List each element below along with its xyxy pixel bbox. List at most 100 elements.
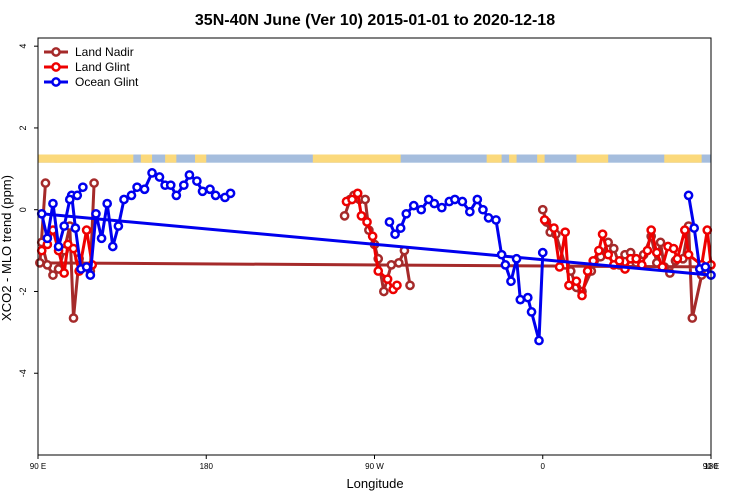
data-point — [35, 258, 45, 268]
data-point — [40, 178, 51, 188]
x-tick-label: 90 W — [365, 462, 384, 471]
data-point — [42, 260, 53, 270]
data-point — [571, 276, 582, 287]
series-ocean-glint — [36, 168, 716, 346]
land-segment — [537, 154, 545, 163]
data-point — [81, 262, 92, 272]
data-point — [64, 194, 75, 205]
series-layer — [35, 168, 716, 346]
data-point — [702, 225, 713, 235]
x-tick-label: 0 — [541, 462, 546, 471]
data-point — [378, 286, 389, 297]
data-point — [70, 223, 81, 233]
data-point — [53, 241, 64, 252]
data-point — [392, 280, 402, 291]
land-segment — [140, 154, 151, 163]
y-tick-label: 4 — [18, 44, 28, 49]
data-point — [472, 194, 483, 205]
data-point — [132, 182, 142, 193]
data-point — [119, 194, 129, 205]
data-point — [384, 217, 395, 227]
data-point — [646, 225, 657, 235]
data-point — [356, 210, 367, 221]
data-point — [687, 313, 698, 323]
data-point — [360, 194, 371, 205]
y-tick-label: 2 — [18, 125, 28, 130]
data-point — [147, 168, 157, 178]
data-point — [700, 262, 711, 272]
data-point — [560, 227, 571, 238]
x-tick-label: 90 E — [30, 462, 46, 471]
data-point — [395, 223, 406, 233]
data-point — [59, 221, 70, 231]
data-point — [184, 170, 195, 180]
data-point — [577, 290, 587, 301]
y-tick-label: 0 — [18, 207, 28, 212]
x-tick-label: 180 — [200, 462, 214, 471]
data-point — [614, 255, 625, 266]
series-line — [388, 198, 545, 342]
data-point — [78, 182, 88, 193]
y-tick-label: -4 — [18, 369, 28, 377]
data-point — [491, 215, 501, 225]
data-point — [72, 190, 83, 201]
data-point — [107, 241, 118, 252]
data-point — [36, 208, 47, 219]
data-point — [683, 190, 694, 201]
data-point — [68, 313, 79, 323]
y-axis-label: XCO2 - MLO trend (ppm) — [0, 175, 14, 321]
data-point — [48, 198, 58, 209]
data-point — [382, 274, 393, 285]
data-point — [154, 172, 165, 182]
data-point — [655, 237, 666, 248]
land-segment — [75, 154, 134, 163]
data-point — [192, 176, 202, 186]
data-point — [102, 198, 113, 209]
data-point — [205, 184, 215, 195]
data-point — [225, 188, 236, 199]
data-point — [401, 208, 412, 219]
data-point — [59, 268, 70, 278]
land-segment — [54, 154, 61, 163]
legend-item: Land Nadir — [44, 45, 134, 59]
data-point — [483, 213, 494, 223]
land-segment — [38, 154, 95, 163]
data-point — [197, 186, 208, 197]
legend-item: Land Glint — [44, 60, 130, 74]
data-point — [178, 180, 189, 191]
data-point — [603, 249, 614, 260]
land-segment — [486, 154, 502, 163]
data-point — [478, 204, 488, 215]
data-point — [464, 206, 475, 217]
data-point — [81, 225, 92, 235]
data-point — [506, 276, 516, 287]
data-point — [390, 229, 400, 240]
data-point — [139, 184, 150, 195]
data-point — [457, 196, 468, 207]
data-point — [171, 190, 182, 201]
data-point — [210, 190, 221, 201]
data-point — [339, 210, 350, 221]
data-point — [126, 190, 137, 201]
legend-label: Ocean Glint — [75, 75, 139, 89]
legend-label: Land Glint — [75, 60, 130, 74]
data-point — [405, 280, 415, 291]
data-point — [113, 221, 124, 231]
x-axis-label: Longitude — [346, 476, 403, 491]
data-point — [534, 335, 544, 346]
data-point — [608, 243, 619, 254]
x-tick-label: 90 E — [703, 462, 719, 471]
data-point — [537, 247, 548, 258]
data-point — [683, 249, 694, 260]
data-point — [373, 266, 384, 276]
data-point — [42, 233, 53, 244]
data-point — [549, 223, 559, 233]
data-point — [537, 204, 548, 215]
data-point — [522, 292, 533, 303]
data-point — [429, 198, 440, 209]
data-point — [651, 247, 662, 258]
data-point — [367, 231, 378, 242]
land-ocean-strip — [38, 154, 711, 163]
data-point — [386, 260, 397, 270]
